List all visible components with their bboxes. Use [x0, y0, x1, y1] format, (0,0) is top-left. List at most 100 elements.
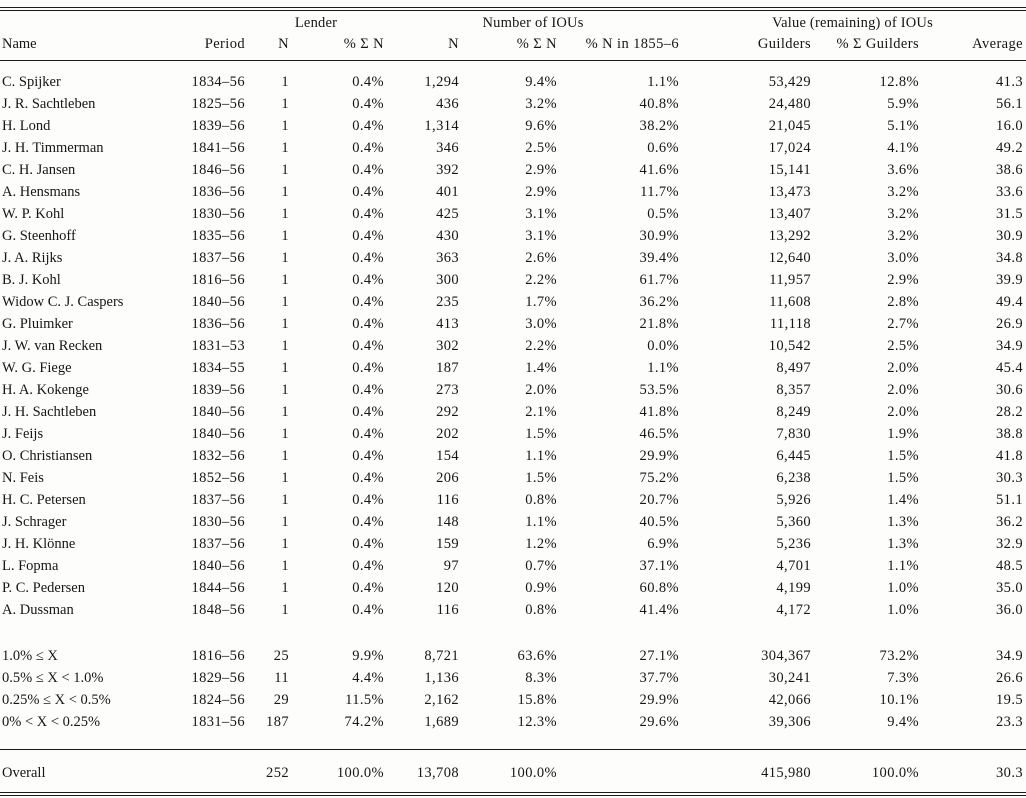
- lender-row-cell-iou-pct-n: 1.1%: [525, 514, 558, 530]
- group-row-cell-guilders: 304,367: [761, 648, 812, 664]
- group-row-cell-average: 19.5: [996, 692, 1024, 708]
- lender-row-cell-name: Widow C. J. Caspers: [2, 294, 124, 310]
- lender-row-cell-pct-guilders: 2.0%: [887, 404, 920, 420]
- column-header-period: Period: [180, 34, 248, 61]
- lender-row-cell-iou-pct-n: 2.0%: [525, 382, 558, 398]
- lender-row-cell-iou-pct-n: 2.9%: [525, 162, 558, 178]
- lender-row-cell-guilders: 4,701: [776, 558, 812, 574]
- lender-row-cell-iou-n: 235: [436, 294, 460, 310]
- lender-row-cell-pct-n-1855-6: 37.1%: [639, 558, 680, 574]
- group-row-cell-pct-n-1855-6: 27.1%: [639, 648, 680, 664]
- lender-row-cell-pct-n-1855-6: 39.4%: [639, 250, 680, 266]
- lender-row-cell-lender-pct-n: 0.4%: [352, 492, 385, 508]
- lender-row-cell-iou-pct-n: 3.1%: [525, 206, 558, 222]
- lender-row-cell-average: 16.0: [996, 118, 1024, 134]
- lender-row: O. Christiansen 1832–56 1 0.4% 154 1.1% 29.9% 6…: [0, 445, 1026, 467]
- lender-row-cell-name: W. P. Kohl: [2, 206, 65, 222]
- lender-row-cell-pct-n-1855-6: 41.8%: [639, 404, 680, 420]
- lender-row-cell-lender-pct-n: 0.4%: [352, 272, 385, 288]
- lender-row-cell-guilders: 6,445: [776, 448, 812, 464]
- group-row-cell-iou-n: 1,136: [424, 670, 460, 686]
- lender-row-cell-lender-n: 1: [281, 338, 289, 354]
- lender-row-cell-pct-guilders: 1.3%: [887, 536, 920, 552]
- lender-row-cell-iou-pct-n: 0.7%: [525, 558, 558, 574]
- group-row-cell-average: 34.9: [996, 648, 1024, 664]
- lender-row-cell-iou-n: 116: [436, 602, 460, 618]
- lender-row-cell-lender-pct-n: 0.4%: [352, 514, 385, 530]
- group-row: 1.0% ≤ X 1816–56 25 9.9% 8,721 63.6% 27.1% 304,…: [0, 621, 1026, 667]
- overall-row-cell-pct-guilders: 100.0%: [814, 749, 923, 792]
- column-header-lender-pct-n: % Σ N: [292, 34, 388, 61]
- lender-row-cell-average: 34.8: [996, 250, 1024, 266]
- lender-row-cell-iou-pct-n: 1.7%: [525, 294, 558, 310]
- lender-row-cell-pct-guilders: 4.1%: [887, 140, 920, 156]
- lender-row-cell-average: 41.3: [996, 74, 1024, 90]
- lender-row-cell-period: 1840–56: [191, 294, 245, 310]
- lender-row-cell-period: 1834–55: [191, 360, 245, 376]
- lender-row-cell-iou-pct-n: 2.5%: [525, 140, 558, 156]
- group-row: 0.5% ≤ X < 1.0% 1829–56 11 4.4% 1,136 8.3% 37.…: [0, 667, 1026, 689]
- lender-row-cell-lender-pct-n: 0.4%: [352, 118, 385, 134]
- lender-row-cell-name: J. W. van Recken: [2, 338, 103, 354]
- lender-row: B. J. Kohl 1816–56 1 0.4% 300 2.2% 61.7% 11,957…: [0, 269, 1026, 291]
- lender-row-cell-name: B. J. Kohl: [2, 272, 61, 288]
- group-row-cell-iou-pct-n: 15.8%: [517, 692, 558, 708]
- lender-row-cell-guilders: 13,407: [768, 206, 812, 222]
- lender-row-cell-average: 45.4: [996, 360, 1024, 376]
- lender-row-cell-name: A. Dussman: [2, 602, 74, 618]
- bottom-double-rule: [0, 792, 1026, 796]
- lender-row-cell-average: 30.6: [996, 382, 1024, 398]
- lender-row-cell-lender-pct-n: 0.4%: [352, 470, 385, 486]
- lender-row-cell-guilders: 5,236: [776, 536, 812, 552]
- column-group-value-of-ious: Value (remaining) of IOUs: [772, 15, 933, 31]
- lender-row-cell-lender-pct-n: 0.4%: [352, 558, 385, 574]
- lender-row-cell-iou-pct-n: 3.1%: [525, 228, 558, 244]
- lender-row: H. C. Petersen 1837–56 1 0.4% 116 0.8% 20.7% 5,…: [0, 489, 1026, 511]
- lender-row-cell-lender-n: 1: [281, 580, 289, 596]
- column-header-average: Average: [922, 34, 1026, 61]
- lender-row: A. Hensmans 1836–56 1 0.4% 401 2.9% 11.7% 13,47…: [0, 181, 1026, 203]
- lender-row-cell-iou-n: 363: [436, 250, 460, 266]
- lender-row-cell-guilders: 11,608: [769, 294, 812, 310]
- group-row-cell-period: 1829–56: [191, 670, 245, 686]
- lender-row-cell-period: 1852–56: [191, 470, 245, 486]
- lender-row-cell-name: C. H. Jansen: [2, 162, 76, 178]
- lender-row-cell-name: P. C. Pedersen: [2, 580, 85, 596]
- lender-row-cell-iou-n: 401: [436, 184, 460, 200]
- lender-row-cell-pct-guilders: 1.5%: [887, 448, 920, 464]
- top-double-rule: [0, 7, 1026, 11]
- lender-row-cell-pct-n-1855-6: 6.9%: [647, 536, 680, 552]
- lender-row-cell-name: L. Fopma: [2, 558, 59, 574]
- group-row-cell-pct-guilders: 9.4%: [887, 714, 920, 730]
- group-row-cell-period: 1816–56: [191, 648, 245, 664]
- lender-row-cell-lender-pct-n: 0.4%: [352, 184, 385, 200]
- lender-row-cell-pct-n-1855-6: 29.9%: [639, 448, 680, 464]
- lender-row-cell-period: 1832–56: [191, 448, 245, 464]
- lender-row-cell-lender-pct-n: 0.4%: [352, 228, 385, 244]
- lender-row-cell-iou-pct-n: 0.8%: [525, 492, 558, 508]
- lender-row-cell-iou-pct-n: 2.2%: [525, 338, 558, 354]
- lender-row-cell-pct-n-1855-6: 40.8%: [639, 96, 680, 112]
- lender-row-cell-average: 33.6: [996, 184, 1024, 200]
- lender-row-cell-guilders: 5,360: [776, 514, 812, 530]
- lender-row-cell-lender-pct-n: 0.4%: [352, 536, 385, 552]
- lender-row-cell-iou-pct-n: 9.4%: [525, 74, 558, 90]
- lender-row-cell-iou-pct-n: 2.9%: [525, 184, 558, 200]
- lender-row-cell-period: 1840–56: [191, 558, 245, 574]
- lender-row-cell-pct-guilders: 1.4%: [887, 492, 920, 508]
- lender-row-cell-pct-guilders: 2.8%: [887, 294, 920, 310]
- column-header-row: Name Period N % Σ N N % Σ N % N in 1855–…: [0, 34, 1026, 61]
- lender-row-cell-guilders: 6,238: [776, 470, 812, 486]
- lender-row-cell-guilders: 8,357: [776, 382, 812, 398]
- lender-row-cell-average: 31.5: [996, 206, 1024, 222]
- lender-row-cell-iou-n: 346: [436, 140, 460, 156]
- lender-row-cell-period: 1836–56: [191, 184, 245, 200]
- lender-row: J. A. Rijks 1837–56 1 0.4% 363 2.6% 39.4% 12,64…: [0, 247, 1026, 269]
- lender-row-cell-period: 1840–56: [191, 426, 245, 442]
- lender-row-cell-lender-n: 1: [281, 514, 289, 530]
- column-group-number-of-ious: Number of IOUs: [482, 15, 584, 31]
- lender-row-cell-name: H. A. Kokenge: [2, 382, 89, 398]
- group-row-cell-pct-guilders: 73.2%: [879, 648, 920, 664]
- lender-row-cell-lender-n: 1: [281, 360, 289, 376]
- lender-rows: C. Spijker 1834–56 1 0.4% 1,294 9.4% 1.1% 53,42…: [0, 61, 1026, 622]
